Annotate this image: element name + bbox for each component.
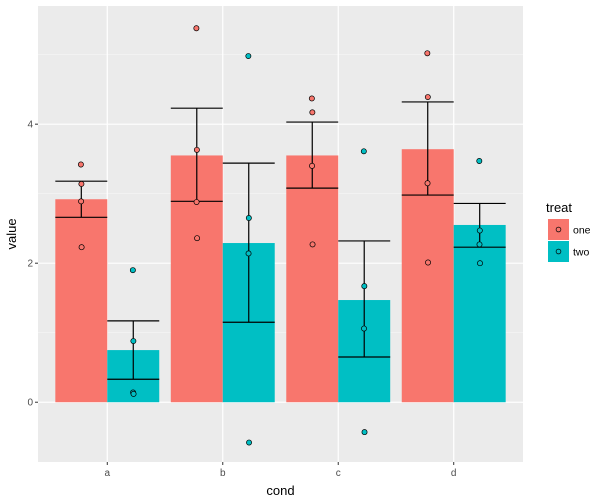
data-point-one-c [309, 109, 316, 116]
y-tick-label: 0 [27, 398, 33, 409]
data-point-two-a [129, 267, 136, 274]
error-bars [55, 101, 506, 380]
legend-label-two: two [573, 247, 590, 259]
data-point-one-d [424, 50, 431, 57]
data-point-one-b [193, 199, 200, 205]
data-point-one-a [78, 244, 85, 251]
data-point-two-d [476, 227, 483, 234]
x-tick-label: d [451, 468, 457, 479]
bar-two-d [453, 224, 506, 403]
data-point-one-a [78, 198, 85, 205]
data-point-two-c [361, 283, 368, 290]
legend: treat one two [546, 200, 591, 262]
data-point-one-d [424, 180, 431, 187]
x-axis: a b c d [105, 462, 457, 479]
data-point-two-d [476, 241, 483, 248]
x-tick-label: c [336, 468, 341, 479]
data-point-one-d [425, 259, 431, 266]
y-tick-label: 4 [27, 120, 33, 131]
data-point-two-a [130, 390, 137, 397]
x-tick-label: a [105, 468, 111, 479]
data-point-two-b [246, 439, 252, 446]
data-point-one-c [308, 95, 315, 102]
data-points [77, 25, 483, 446]
y-axis-title: value [4, 218, 19, 249]
data-point-one-b [193, 146, 200, 153]
data-point-two-b [245, 250, 252, 257]
data-point-two-c [361, 325, 367, 332]
data-point-two-c [361, 429, 368, 436]
data-point-two-c [360, 148, 367, 155]
data-point-two-a [130, 338, 137, 344]
x-axis-title: cond [266, 483, 294, 498]
data-point-two-b [245, 215, 252, 221]
x-tick-label: b [220, 468, 226, 479]
legend-title: treat [546, 200, 572, 215]
y-axis: 0 2 4 [27, 120, 38, 409]
data-point-one-b [193, 25, 200, 32]
data-point-one-a [78, 181, 85, 187]
data-point-one-a [77, 161, 84, 168]
data-point-two-b [245, 53, 252, 59]
data-point-one-b [194, 235, 201, 242]
y-tick-label: 2 [27, 259, 33, 270]
bar-one-c [286, 155, 339, 403]
legend-key-point-one [555, 226, 562, 233]
bar-one-a [55, 199, 108, 403]
legend-key-point-two [555, 248, 562, 255]
data-point-two-d [477, 260, 483, 267]
data-point-two-d [476, 158, 483, 164]
legend-label-one: one [573, 225, 591, 237]
data-point-one-d [424, 94, 431, 101]
data-point-one-c [309, 241, 316, 248]
data-point-one-c [309, 162, 316, 169]
